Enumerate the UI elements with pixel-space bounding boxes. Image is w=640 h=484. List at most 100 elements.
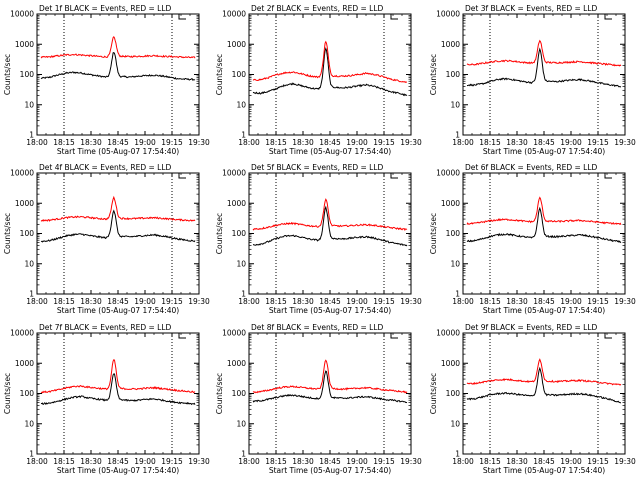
x-tick-label: 19:00 bbox=[134, 457, 156, 466]
x-tick-label: 19:30 bbox=[188, 297, 210, 306]
x-tick-label: 19:00 bbox=[346, 297, 368, 306]
lld-series-line bbox=[40, 359, 196, 394]
x-tick-label: 18:15 bbox=[265, 138, 287, 147]
y-tick-label: 10 bbox=[450, 259, 460, 268]
y-tick-label: 1000 bbox=[15, 359, 34, 368]
y-tick-label: 10000 bbox=[222, 10, 246, 19]
x-tick-label: 18:00 bbox=[26, 457, 48, 466]
x-axis-label: Start Time (05-Aug-07 17:54:40) bbox=[57, 466, 179, 475]
x-tick-label: 19:15 bbox=[587, 457, 609, 466]
x-tick-label: 18:30 bbox=[292, 138, 314, 147]
y-tick-label: 100 bbox=[20, 389, 35, 398]
x-tick-label: 19:15 bbox=[161, 297, 183, 306]
x-tick-label: 18:15 bbox=[53, 138, 75, 147]
panel-title: Det 8f BLACK = Events, RED = LLD bbox=[251, 323, 384, 332]
corner-box-glyph bbox=[178, 173, 186, 179]
events-series-line bbox=[40, 209, 196, 243]
x-tick-label: 18:00 bbox=[26, 297, 48, 306]
y-tick-label: 10000 bbox=[10, 329, 34, 338]
x-tick-label: 19:15 bbox=[161, 457, 183, 466]
y-tick-label: 100 bbox=[446, 70, 461, 79]
x-tick-label: 18:00 bbox=[452, 297, 474, 306]
y-tick-label: 100 bbox=[20, 70, 35, 79]
x-tick-label: 18:30 bbox=[506, 138, 528, 147]
x-tick-label: 18:45 bbox=[319, 138, 341, 147]
x-axis-label: Start Time (05-Aug-07 17:54:40) bbox=[269, 147, 391, 156]
x-tick-label: 18:30 bbox=[80, 138, 102, 147]
y-tick-label: 1000 bbox=[15, 40, 34, 49]
panel-9: Det 9f BLACK = Events, RED = LLD Counts/s… bbox=[429, 323, 636, 475]
y-tick-label: 100 bbox=[232, 389, 247, 398]
x-tick-label: 18:45 bbox=[533, 457, 555, 466]
lld-series-line bbox=[466, 196, 622, 225]
y-axis-label: Counts/sec bbox=[3, 54, 12, 95]
x-tick-label: 19:15 bbox=[587, 138, 609, 147]
x-axis-label: Start Time (05-Aug-07 17:54:40) bbox=[483, 306, 605, 315]
events-series-line bbox=[40, 373, 196, 406]
x-tick-label: 18:45 bbox=[319, 457, 341, 466]
x-tick-label: 19:00 bbox=[134, 138, 156, 147]
x-tick-label: 19:30 bbox=[400, 138, 422, 147]
x-tick-label: 19:15 bbox=[373, 297, 395, 306]
y-axis-label: Counts/sec bbox=[429, 373, 438, 414]
corner-box-glyph bbox=[604, 333, 612, 339]
panel-8: Det 8f BLACK = Events, RED = LLD Counts/s… bbox=[215, 323, 422, 475]
panel-title: Det 7f BLACK = Events, RED = LLD bbox=[39, 323, 172, 332]
panel-6: Det 6f BLACK = Events, RED = LLD Counts/s… bbox=[429, 163, 636, 315]
lld-series-line bbox=[252, 40, 408, 84]
x-tick-label: 18:45 bbox=[319, 297, 341, 306]
corner-box-glyph bbox=[390, 173, 398, 179]
x-tick-label: 18:15 bbox=[479, 297, 501, 306]
y-axis-label: Counts/sec bbox=[215, 373, 224, 414]
x-tick-label: 19:30 bbox=[614, 138, 636, 147]
y-tick-label: 1 bbox=[455, 450, 460, 459]
panel-1: Det 1f BLACK = Events, RED = LLD Counts/s… bbox=[3, 4, 210, 156]
y-tick-label: 10 bbox=[236, 259, 246, 268]
x-axis-label: Start Time (05-Aug-07 17:54:40) bbox=[483, 466, 605, 475]
x-tick-label: 18:15 bbox=[265, 297, 287, 306]
x-tick-label: 19:00 bbox=[560, 457, 582, 466]
y-tick-label: 10000 bbox=[222, 169, 246, 178]
y-tick-label: 10000 bbox=[436, 10, 460, 19]
y-tick-label: 100 bbox=[446, 229, 461, 238]
corner-box-glyph bbox=[390, 14, 398, 20]
panel-title: Det 4f BLACK = Events, RED = LLD bbox=[39, 163, 172, 172]
corner-box-glyph bbox=[178, 333, 186, 339]
x-tick-label: 18:00 bbox=[238, 457, 260, 466]
y-tick-label: 100 bbox=[20, 229, 35, 238]
y-axis-label: Counts/sec bbox=[215, 213, 224, 254]
x-tick-label: 18:00 bbox=[452, 138, 474, 147]
y-axis-label: Counts/sec bbox=[3, 373, 12, 414]
y-tick-label: 1000 bbox=[15, 199, 34, 208]
x-axis-label: Start Time (05-Aug-07 17:54:40) bbox=[57, 147, 179, 156]
lld-series-line bbox=[466, 39, 622, 67]
events-series-line bbox=[466, 206, 622, 244]
y-axis-label: Counts/sec bbox=[429, 54, 438, 95]
y-tick-label: 100 bbox=[232, 70, 247, 79]
corner-box-glyph bbox=[604, 14, 612, 20]
y-tick-label: 1000 bbox=[227, 359, 246, 368]
panel-title: Det 5f BLACK = Events, RED = LLD bbox=[251, 163, 384, 172]
events-series-line bbox=[252, 205, 408, 247]
y-tick-label: 1000 bbox=[227, 199, 246, 208]
x-tick-label: 18:00 bbox=[238, 297, 260, 306]
x-tick-label: 18:00 bbox=[452, 457, 474, 466]
lld-series-line bbox=[466, 358, 622, 386]
x-tick-label: 19:15 bbox=[161, 138, 183, 147]
corner-box-glyph bbox=[390, 333, 398, 339]
y-tick-label: 10 bbox=[24, 419, 34, 428]
y-tick-label: 100 bbox=[232, 229, 247, 238]
x-tick-label: 18:00 bbox=[238, 138, 260, 147]
x-axis-label: Start Time (05-Aug-07 17:54:40) bbox=[269, 466, 391, 475]
events-series-line bbox=[466, 366, 621, 404]
x-tick-label: 19:15 bbox=[587, 297, 609, 306]
x-tick-label: 19:00 bbox=[560, 297, 582, 306]
x-tick-label: 18:30 bbox=[292, 457, 314, 466]
x-tick-label: 19:00 bbox=[346, 138, 368, 147]
y-tick-label: 10 bbox=[24, 259, 34, 268]
y-tick-label: 10000 bbox=[10, 169, 34, 178]
y-tick-label: 10000 bbox=[222, 329, 246, 338]
y-tick-label: 10 bbox=[24, 100, 34, 109]
x-tick-label: 18:15 bbox=[265, 457, 287, 466]
x-axis-label: Start Time (05-Aug-07 17:54:40) bbox=[483, 147, 605, 156]
